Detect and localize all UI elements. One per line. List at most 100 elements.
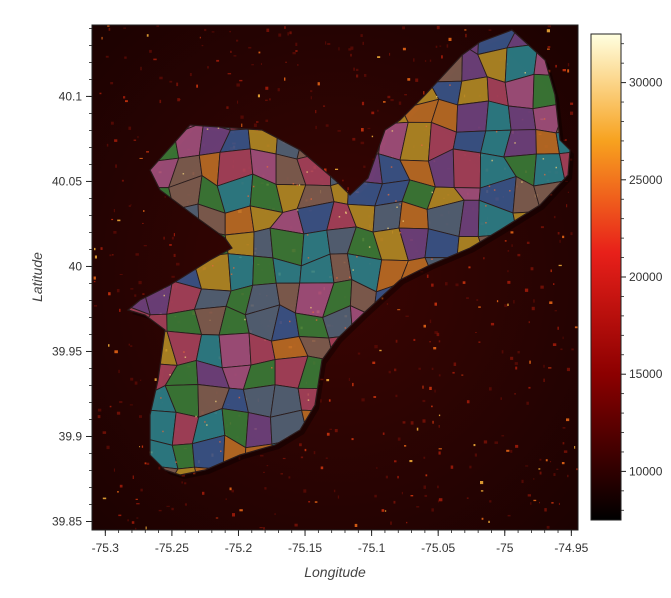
raster-speck [109,254,112,257]
raster-speck [514,393,516,395]
colorbar-tick-label: 15000 [629,367,663,381]
raster-speck [140,66,142,71]
raster-speck [277,88,280,92]
raster-speck [434,302,437,306]
raster-speck [348,48,352,51]
raster-speck [461,374,464,376]
raster-speck [143,245,147,247]
raster-speck [410,495,414,497]
raster-speck [139,446,141,448]
raster-speck [106,445,110,450]
raster-speck [123,27,126,29]
city-light [345,212,347,214]
city-light [543,118,546,120]
raster-speck [110,121,114,125]
raster-speck [466,297,469,299]
city-light [431,258,433,260]
raster-speck [260,454,264,457]
city-light [345,211,347,213]
raster-speck [333,489,336,493]
city-light [555,166,557,169]
raster-speck [257,94,260,98]
raster-speck [422,419,426,423]
raster-speck [232,513,235,517]
raster-speck [429,319,432,324]
raster-speck [525,465,529,467]
raster-speck [130,377,134,381]
x-axis: -75.3 -75.25 -75.2 -75.15 -75.1 -75.05 -75 -74.… [92,530,589,555]
city-light [387,194,390,196]
raster-speck [138,280,142,285]
raster-speck [374,494,377,498]
raster-speck [227,73,232,75]
raster-speck [540,226,544,229]
raster-speck [371,135,374,138]
raster-speck [476,299,479,301]
raster-speck [562,235,565,239]
city-light [206,424,208,426]
raster-speck [113,209,115,213]
x-tick-label: -74.95 [554,541,588,555]
raster-speck [517,253,521,257]
raster-speck [478,341,481,343]
raster-speck [438,340,441,343]
raster-speck [361,128,364,132]
raster-speck [504,240,507,242]
raster-speck [327,43,331,45]
raster-speck [116,411,121,415]
raster-speck [438,451,441,455]
x-tick-label: -75.15 [288,541,322,555]
raster-speck [171,275,175,278]
raster-speck [229,30,231,33]
raster-speck [118,514,122,517]
raster-speck [297,64,299,66]
raster-speck [466,400,470,404]
raster-speck [567,191,569,193]
raster-speck [436,332,440,337]
city-light [425,125,428,128]
raster-speck [374,345,378,349]
raster-speck [320,466,324,470]
city-light [169,374,171,376]
x-tick-label: -75.2 [225,541,253,555]
raster-speck [134,294,137,297]
raster-speck [530,267,534,271]
raster-speck [547,25,551,28]
raster-speck [550,269,552,273]
raster-speck [263,471,265,473]
raster-speck [173,233,175,237]
city-light [215,400,217,403]
raster-speck [543,364,545,368]
raster-speck [140,488,143,492]
raster-speck [364,74,367,77]
raster-speck [130,204,132,206]
raster-speck [325,124,329,127]
raster-speck [93,305,98,307]
raster-speck [424,60,427,62]
raster-speck [544,508,547,512]
raster-speck [557,232,560,235]
raster-speck [289,31,292,35]
raster-speck [134,381,138,385]
y-axis-title: Latitude [29,252,45,302]
raster-speck [282,457,286,460]
raster-speck [315,110,317,114]
neighborhood-polygon [457,76,489,106]
neighborhood-polygon [452,148,482,189]
city-light [244,318,246,321]
raster-speck [397,309,401,311]
raster-speck [334,429,338,433]
raster-speck [570,232,573,236]
raster-speck [372,158,374,160]
neighborhood-polygon [245,412,273,449]
raster-speck [500,397,502,400]
raster-speck [141,445,144,448]
raster-speck [119,274,123,275]
raster-speck [515,366,518,370]
raster-speck [560,348,563,351]
raster-speck [274,513,276,515]
raster-speck [176,82,179,87]
city-light [271,367,273,369]
raster-speck [231,489,234,493]
raster-speck [452,371,455,374]
